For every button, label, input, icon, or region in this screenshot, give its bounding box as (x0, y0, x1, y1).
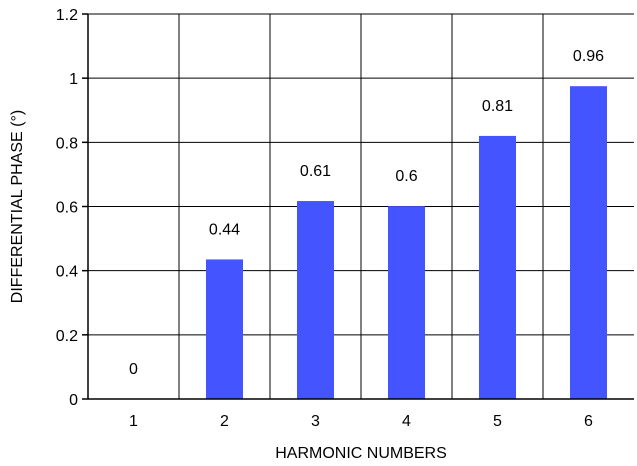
data-label: 0.6 (395, 168, 417, 185)
data-label: 0.96 (573, 48, 604, 65)
data-labels: 0 0.44 0.61 0.6 0.81 0.96 (129, 48, 604, 378)
data-label: 0.44 (209, 221, 240, 238)
y-tick-label: 0 (69, 392, 78, 409)
x-tick-label: 6 (584, 413, 593, 430)
bar-3 (297, 201, 334, 399)
data-label: 0 (129, 361, 138, 378)
x-tick-label: 1 (129, 413, 138, 430)
x-tick-label: 3 (311, 413, 320, 430)
x-tick-labels: 1 2 3 4 5 6 (129, 413, 593, 430)
y-tick-label: 0.8 (56, 135, 78, 152)
x-tick-label: 4 (402, 413, 411, 430)
y-tick-labels: 0 0.2 0.4 0.6 0.8 1 1.2 (56, 7, 78, 409)
data-label: 0.61 (300, 163, 331, 180)
y-tick-label: 0.6 (56, 200, 78, 217)
bars (206, 86, 607, 399)
y-tick-label: 1.2 (56, 7, 78, 24)
bar-4 (388, 206, 425, 399)
y-tick-label: 0.4 (56, 264, 78, 281)
x-axis-title: HARMONIC NUMBERS (275, 445, 447, 462)
plot-frame (82, 13, 634, 400)
y-tick-label: 0.2 (56, 328, 78, 345)
bar-5 (479, 135, 516, 399)
y-axis-title: DIFFERENTIAL PHASE (°) (9, 110, 26, 303)
bar-2 (206, 259, 243, 399)
data-label: 0.81 (482, 98, 513, 115)
x-tick-label: 2 (220, 413, 229, 430)
gridlines (88, 13, 634, 400)
bar-6 (570, 86, 607, 399)
y-tick-label: 1 (69, 71, 78, 88)
x-tick-label: 5 (493, 413, 502, 430)
